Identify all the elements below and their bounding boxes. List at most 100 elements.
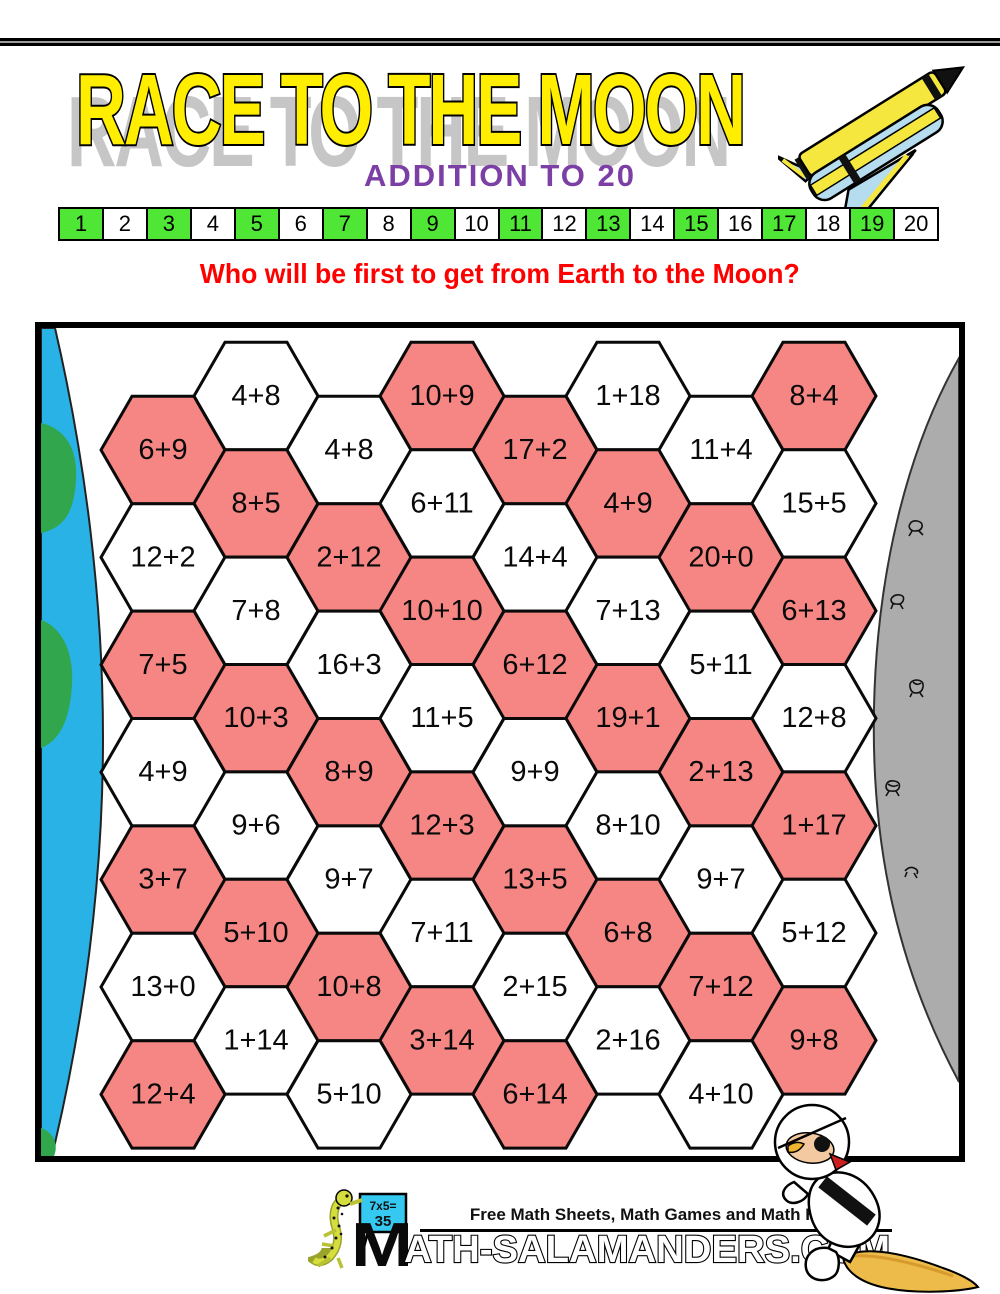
question-heading: Who will be first to get from Earth to t… (0, 258, 1000, 290)
hex-label: 10+8 (316, 971, 381, 1003)
hex-label: 5+10 (223, 917, 288, 949)
number-cell: 1 (58, 207, 104, 241)
number-cell: 2 (101, 207, 148, 241)
hex-label: 13+0 (130, 971, 195, 1003)
hex-label: 6+14 (502, 1078, 567, 1110)
hex-label: 5+12 (781, 917, 846, 949)
hex-label: 13+5 (502, 864, 567, 896)
hex-label: 9+9 (510, 756, 559, 788)
hex-label: 5+10 (316, 1078, 381, 1110)
crater-icon (885, 780, 901, 797)
hex-label: 12+4 (130, 1078, 195, 1110)
number-cell: 6 (277, 207, 324, 241)
number-cell: 9 (409, 207, 456, 241)
hex-label: 2+13 (688, 756, 753, 788)
worksheet-subtitle: ADDITION TO 20 (363, 158, 637, 193)
hex-label: 10+10 (401, 595, 482, 627)
game-board: 6+9 12+2 7+5 4+9 3+7 13+0 12+4 4+8 8+5 7+8 10+3 9+6… (35, 322, 965, 1162)
hex-label: 11+4 (689, 434, 752, 466)
hex-label: 10+3 (223, 702, 288, 734)
hex-label: 9+6 (231, 810, 280, 842)
hex-label: 16+3 (316, 649, 381, 681)
astronaut-icon (773, 1103, 980, 1293)
number-cell: 15 (673, 207, 720, 241)
hex-label: 7+12 (688, 971, 753, 1003)
crater-icon (904, 866, 919, 879)
number-cell: 14 (629, 207, 676, 241)
question-text: Who will be first to get from Earth to t… (200, 258, 800, 289)
space-shuttle-icon (778, 66, 966, 224)
hex-label: 8+4 (789, 380, 838, 412)
number-cell: 12 (541, 207, 588, 241)
hex-label: 14+4 (502, 541, 567, 573)
number-cell: 4 (189, 207, 236, 241)
number-cell: 11 (497, 207, 544, 241)
number-cell: 20 (893, 207, 940, 241)
hex-cell (750, 985, 878, 1096)
crater-icon (909, 679, 924, 698)
hex-label: 7+11 (410, 917, 473, 949)
hex-label: 4+10 (688, 1078, 753, 1110)
number-cell: 13 (585, 207, 632, 241)
moon-graphic (872, 354, 960, 1083)
crater-icon (890, 594, 905, 610)
hex-label: 19+1 (595, 702, 660, 734)
hex-label: 8+5 (231, 487, 280, 519)
svg-text:ATH-SALAMANDERS.COM: ATH-SALAMANDERS.COM (404, 1231, 890, 1271)
number-line: 1 2 3 4 5 6 7 8 9 10 11 12 13 14 15 16 17 18 19 20 (58, 207, 940, 241)
number-cell: 10 (453, 207, 500, 241)
hex-label: 4+9 (603, 487, 652, 519)
hex-label: 20+0 (688, 541, 753, 573)
hex-label: 11+5 (410, 702, 473, 734)
hex-label: 9+7 (324, 864, 373, 896)
footer-tagline: Free Math Sheets, Math Games and Math He… (469, 1205, 843, 1224)
hex-label: 7+5 (138, 649, 187, 681)
hex-label: 7+8 (231, 595, 280, 627)
hex-label: 2+15 (502, 971, 567, 1003)
number-cell: 19 (849, 207, 896, 241)
number-cell: 7 (321, 207, 368, 241)
page-title-text: RACE TO THE MOON (76, 60, 744, 166)
hex-label: 15+5 (781, 487, 846, 519)
hex-label: 17+2 (502, 434, 567, 466)
hex-label: 3+7 (138, 864, 187, 896)
hex-label: 10+9 (409, 380, 474, 412)
sign-answer: 35 (375, 1213, 392, 1230)
hex-label: 1+17 (781, 810, 846, 842)
hex-label: 6+11 (410, 487, 473, 519)
page-title: RACE TO THE MOON RACE TO THE MOON (67, 60, 749, 185)
hex-label: 4+8 (324, 434, 373, 466)
wordmark-initial: M (351, 1216, 413, 1274)
number-cell: 18 (805, 207, 852, 241)
hex-label: 2+16 (595, 1024, 660, 1056)
hex-label: 1+18 (595, 380, 660, 412)
page-title-shadow: RACE TO THE MOON (67, 76, 729, 185)
salamander-logo-icon: 7x5= 35 (308, 1189, 410, 1269)
hex-label: 5+11 (689, 649, 752, 681)
hex-label: 7+13 (595, 595, 660, 627)
hex-label: 12+8 (781, 702, 846, 734)
hex-label: 3+14 (409, 1024, 474, 1056)
number-cell: 16 (717, 207, 764, 241)
hex-label: 1+14 (223, 1024, 288, 1056)
svg-text:M: M (351, 1216, 413, 1274)
hex-label: 6+12 (502, 649, 567, 681)
hex-label: 12+3 (409, 810, 474, 842)
hex-label: 6+8 (603, 917, 652, 949)
hex-label: 6+13 (781, 595, 846, 627)
hex-label: 4+8 (231, 380, 280, 412)
hex-label: 12+2 (130, 541, 195, 573)
hex-label: 9+7 (696, 864, 745, 896)
earth-graphic (40, 327, 105, 1157)
crater-icon (908, 520, 924, 537)
hex-label: 8+9 (324, 756, 373, 788)
number-cell: 3 (145, 207, 192, 241)
hex-label: 8+10 (595, 810, 660, 842)
hex-label: 9+8 (789, 1024, 838, 1056)
hex-label: 6+9 (138, 434, 187, 466)
top-rule (0, 38, 1000, 46)
board-svg: 6+9 12+2 7+5 4+9 3+7 13+0 12+4 4+8 8+5 7+8 10+3 9+6… (40, 327, 960, 1157)
number-cell: 5 (233, 207, 280, 241)
number-cell: 8 (365, 207, 412, 241)
